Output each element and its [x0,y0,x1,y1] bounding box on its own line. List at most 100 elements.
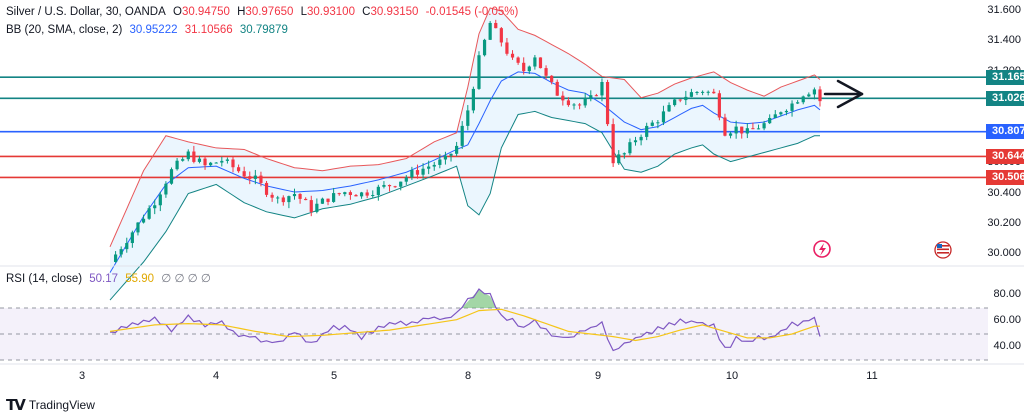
rsi-overbought-fill [462,289,496,308]
rsi-extra: ∅ ∅ ∅ ∅ [161,273,211,285]
candle-body [611,124,615,164]
candle-body [494,22,498,29]
candle-body [365,192,369,196]
tradingview-logo[interactable]: 𝗧𝗩 TradingView [6,396,95,414]
time-tick-label: 5 [330,370,338,382]
candle-body [192,151,196,162]
candle-body [348,192,352,196]
time-tick-label: 11 [866,370,878,382]
candle-body [181,159,185,161]
candle-body [248,176,252,179]
candle-body [695,91,699,93]
candle-body [427,166,431,169]
ohlc-close: C30.93150 [362,6,419,18]
time-tick-label: 4 [212,370,220,382]
rsi-tick-label: 40.00 [993,340,1021,352]
candle-body [807,94,811,97]
rsi-tick-label: 80.00 [993,288,1021,300]
chart-decorations [813,79,952,259]
candle-body [645,125,649,137]
candle-body [169,169,174,184]
candle-body [225,159,230,161]
candle-body [264,182,269,195]
candle-body [796,102,800,104]
candle-body [779,112,783,115]
candle-body [438,159,442,165]
candle-body [717,93,721,118]
candle-body [656,122,660,124]
rsi-ma-value: 55.90 [125,273,155,285]
candle-body [466,110,470,126]
symbol-legend: Silver / U.S. Dollar, 30, OANDA O30.9475… [6,6,522,18]
ohlc-change: -0.01545 (-0.05%) [425,6,519,18]
us-flag-icon[interactable] [934,241,952,259]
bb-upper-value: 31.10566 [184,24,233,36]
candle-body [617,154,621,164]
candle-body [639,136,643,141]
candle-body [751,128,755,130]
candle-body [113,254,118,262]
candle-body [510,53,515,58]
tradingview-logo-text: TradingView [28,398,95,412]
bb-legend: BB (20, SMA, close, 2) 30.95222 31.10566… [6,24,292,36]
candle-body [812,89,817,95]
candle-body [773,114,777,118]
candle-body [633,140,638,143]
candle-body [572,104,576,106]
candle-body [706,91,710,93]
level-price-label: 30.506 [986,169,1024,185]
rsi-pane [0,265,1024,365]
candle-body [259,175,263,183]
candle-body [818,89,822,102]
flash-icon[interactable] [813,240,831,258]
candle-body [762,123,766,129]
candle-body [505,42,509,54]
candle-body [734,126,738,134]
price-tick-label: 30.400 [987,186,1021,199]
candle-body [561,95,565,101]
candle-body [147,208,151,219]
candle-body [449,153,453,156]
candle-body [768,117,772,124]
candle-body [382,184,386,187]
price-tick-label: 30.200 [987,216,1021,229]
candle-body [209,162,213,166]
ohlc-open: O30.94750 [172,6,230,18]
candle-body [723,117,727,136]
candle-body [287,196,291,203]
ohlc-high: H30.97650 [237,6,294,18]
candle-body [589,95,593,99]
candle-body [242,171,246,177]
candle-body [315,203,319,212]
candle-body [387,184,392,187]
level-price-label: 30.807 [986,124,1024,140]
candle-body [522,62,526,72]
candle-body [354,195,358,197]
candle-body [281,197,285,203]
candle-body [600,82,604,96]
rsi-value: 50.17 [89,273,119,285]
rsi-label: RSI (14, close) [6,273,83,285]
candle-body [158,194,162,206]
candle-body [566,100,571,106]
candle-body [516,57,520,63]
price-tick-label: 30.000 [987,247,1021,260]
candle-body [153,205,157,209]
candle-body [544,68,548,76]
candle-body [203,158,207,166]
candle-body [332,193,336,202]
rsi-band-bg [0,308,988,360]
candle-body [499,28,503,43]
candle-body [622,153,626,155]
candle-body [270,194,274,198]
candle-body [673,99,677,106]
candle-body [745,128,749,134]
candle-body [404,177,408,182]
candle-body [605,82,610,125]
candle-body [320,198,325,204]
candle-body [220,160,224,163]
candle-body [790,103,794,111]
candle-body [343,192,347,195]
candle-body [628,142,632,154]
